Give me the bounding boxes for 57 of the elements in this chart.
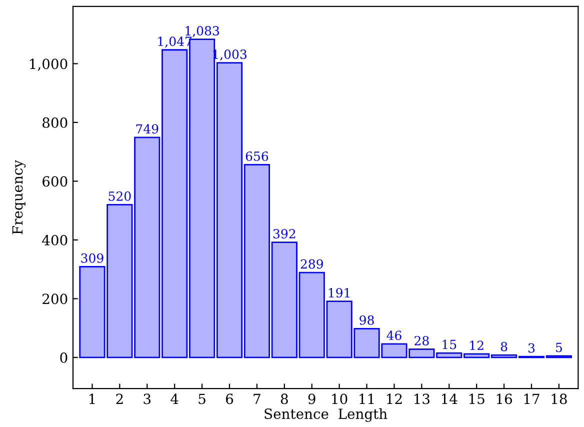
bar: [244, 164, 270, 358]
x-tick-label: 9: [308, 394, 316, 404]
bar: [354, 328, 380, 358]
data-label: 5: [556, 342, 562, 352]
data-label: 309: [81, 253, 104, 263]
bar: [408, 348, 435, 358]
data-label: 191: [328, 288, 350, 298]
data-label: 98: [360, 315, 374, 325]
y-tick-label: 600: [42, 176, 68, 187]
data-label: 656: [246, 151, 268, 161]
bar: [464, 353, 490, 358]
x-axis-title: Sentence Length: [264, 408, 388, 422]
x-tick-label: 15: [469, 394, 484, 404]
data-label: 1,083: [186, 26, 219, 38]
bar: [162, 49, 188, 358]
data-label: 15: [442, 340, 456, 350]
x-tick-label: 8: [280, 394, 288, 404]
data-label: 8: [500, 342, 508, 352]
y-tick-label: 200: [42, 294, 68, 304]
y-tick-label: 400: [42, 234, 68, 246]
y-axis-title: Frequency: [12, 160, 26, 234]
bar: [134, 136, 160, 358]
bar: [106, 204, 133, 358]
x-tick-label: 14: [442, 394, 458, 404]
data-label: 749: [136, 124, 158, 134]
x-tick-label: 12: [387, 394, 402, 404]
data-label: 28: [414, 336, 429, 346]
data-label: 3: [528, 343, 535, 353]
bar: [298, 272, 325, 358]
data-label: 289: [300, 259, 323, 269]
data-label: 520: [108, 191, 131, 201]
data-label: 46: [386, 330, 402, 340]
bar: [326, 300, 352, 358]
x-tick-label: 1: [89, 394, 95, 404]
y-tick-label: 1,000: [30, 58, 68, 71]
x-tick-label: 11: [360, 394, 374, 404]
y-tick-label: 800: [42, 117, 68, 128]
x-tick-label: 2: [116, 394, 123, 404]
x-tick-label: 10: [332, 394, 348, 404]
data-label: 12: [470, 340, 484, 350]
x-tick-label: 16: [496, 394, 512, 404]
bar: [79, 266, 106, 358]
bar: [436, 352, 462, 358]
x-tick-label: 13: [414, 394, 430, 404]
data-label: 392: [273, 229, 296, 238]
x-tick-label: 3: [144, 394, 151, 404]
bar: [216, 62, 243, 358]
x-tick-label: 7: [254, 394, 260, 404]
y-tick-label: 0: [60, 352, 68, 363]
x-tick-label: 4: [170, 394, 178, 404]
bar: [490, 354, 518, 358]
bar: [381, 343, 408, 358]
x-tick-label: 17: [524, 394, 540, 404]
x-tick-label: 6: [226, 394, 234, 404]
x-tick-label: 5: [198, 394, 206, 404]
x-tick-label: 18: [552, 394, 567, 404]
bar: [271, 242, 298, 358]
